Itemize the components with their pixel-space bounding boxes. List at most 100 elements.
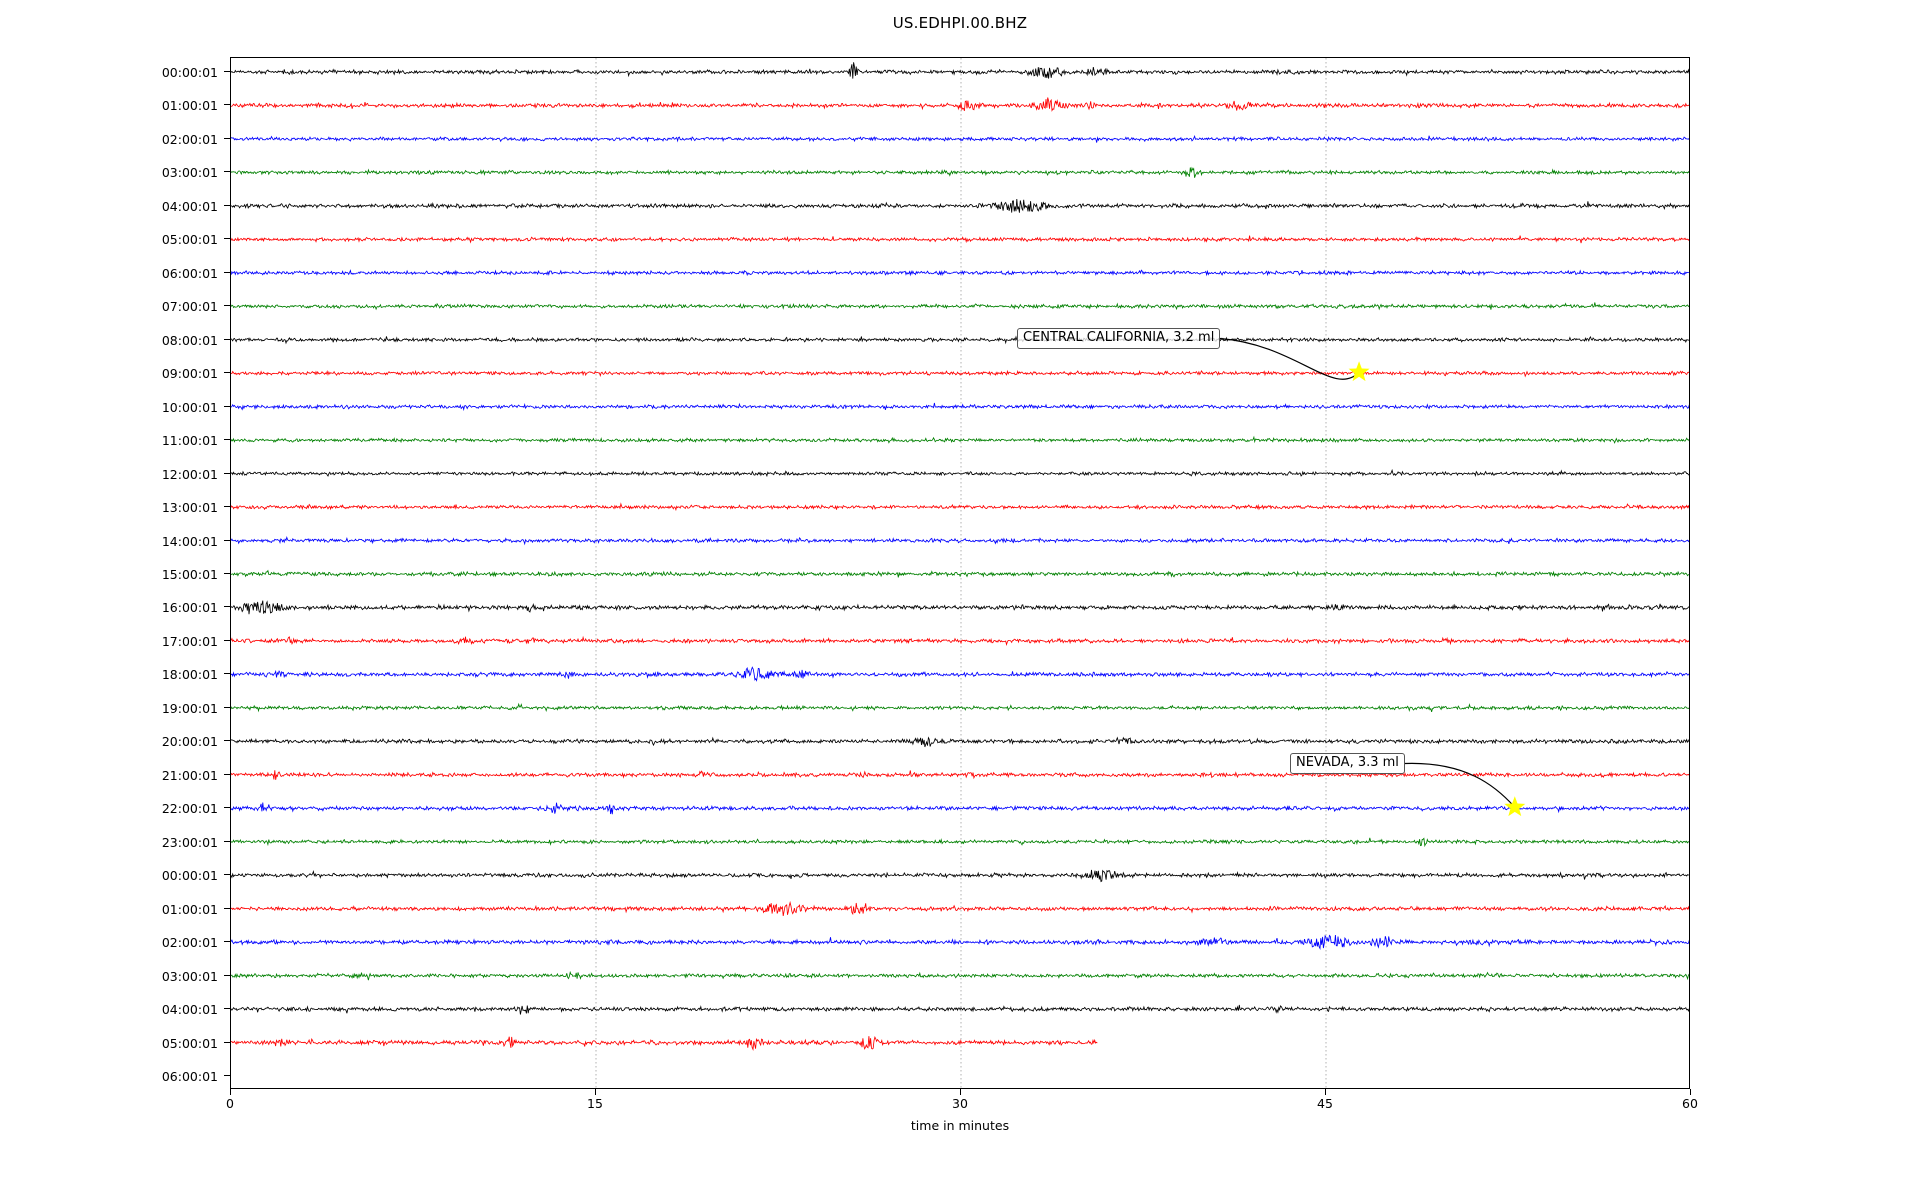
trace-row [231, 335, 1689, 345]
y-axis-tick-mark [224, 405, 230, 407]
y-axis-tick-mark [224, 137, 230, 139]
y-axis-tick-mark [224, 874, 230, 876]
trace-row [231, 837, 1689, 848]
y-axis-tick-label: 06:00:01 [161, 1069, 218, 1084]
y-axis-tick-mark [224, 104, 230, 106]
y-axis-tick-mark [224, 238, 230, 240]
y-axis-tick-label: 02:00:01 [161, 131, 218, 147]
trace-row [231, 502, 1689, 512]
x-axis-tick-label: 15 [587, 1096, 603, 1111]
y-axis-tick-label: 15:00:01 [161, 567, 218, 582]
y-axis-tick-mark [224, 706, 230, 708]
y-axis-tick-label: 02:00:01 [161, 935, 218, 951]
y-axis-tick-label: 05:00:01 [161, 232, 218, 248]
y-axis-tick-label: 19:00:01 [161, 700, 218, 716]
trace-row [231, 934, 1689, 951]
trace-row [231, 569, 1689, 578]
y-axis-tick-label: 03:00:01 [161, 165, 218, 181]
y-axis-tick-label: 16:00:01 [161, 600, 218, 616]
x-axis-title: time in minutes [910, 1118, 1010, 1133]
trace-row [231, 1004, 1689, 1015]
x-axis-tick-label: 60 [1682, 1096, 1698, 1111]
trace-row [231, 402, 1689, 412]
trace-row [231, 435, 1689, 444]
y-axis-tick-label: 13:00:01 [161, 500, 218, 516]
trace-row [231, 970, 1689, 981]
trace-row [231, 635, 1689, 647]
trace-row [231, 369, 1689, 378]
y-axis-tick-label: 03:00:01 [161, 968, 218, 984]
y-axis-tick-mark [224, 573, 230, 574]
x-axis-tick-label: 45 [1317, 1096, 1333, 1111]
y-axis-tick-mark [224, 673, 230, 675]
y-axis-tick-label: 00:00:01 [161, 868, 218, 884]
trace-row [231, 302, 1689, 311]
plot-area[interactable] [230, 57, 1690, 1089]
x-axis-tick-mark [960, 1089, 961, 1095]
y-axis-tick-label: 00:00:01 [161, 65, 218, 80]
trace-row [231, 198, 1689, 213]
y-axis-tick-label: 14:00:01 [161, 533, 218, 549]
trace-row [231, 736, 1689, 748]
y-axis-tick-mark [224, 773, 230, 775]
y-axis-tick-mark [224, 372, 230, 374]
y-axis-tick-label: 08:00:01 [161, 332, 218, 348]
trace-row [231, 468, 1689, 478]
x-axis-tick-mark [230, 1089, 231, 1095]
event-annotation-label[interactable]: CENTRAL CALIFORNIA, 3.2 ml [1017, 328, 1221, 349]
x-axis-tick-label: 30 [952, 1096, 968, 1111]
trace-row [231, 235, 1689, 244]
x-axis-tick-mark [595, 1089, 596, 1095]
y-axis-tick-mark [224, 907, 230, 909]
y-axis-tick-mark [224, 807, 230, 809]
y-axis-tick-label: 01:00:01 [161, 98, 218, 114]
trace-row [231, 269, 1689, 277]
trace-row [231, 166, 1689, 178]
trace-row [231, 802, 1689, 815]
y-axis-tick-mark [224, 506, 230, 508]
y-axis-tick-mark [224, 71, 230, 72]
seismogram-traces [231, 58, 1689, 1088]
y-axis-tick-label: 01:00:01 [161, 901, 218, 917]
trace-row [231, 900, 1689, 916]
y-axis-tick-label: 05:00:01 [161, 1035, 218, 1051]
event-annotation-label[interactable]: NEVADA, 3.3 ml [1290, 753, 1405, 774]
y-axis-tick-label: 10:00:01 [161, 399, 218, 415]
y-axis-tick-mark [224, 606, 230, 608]
y-axis-tick-label: 09:00:01 [161, 366, 218, 382]
y-axis-tick-label: 11:00:01 [161, 433, 218, 449]
y-axis-tick-mark [224, 639, 230, 641]
y-axis-tick-label: 20:00:01 [161, 734, 218, 750]
y-axis-tick-label: 23:00:01 [161, 834, 218, 850]
trace-row [231, 666, 1689, 682]
y-axis-tick-label: 04:00:01 [161, 198, 218, 214]
y-axis-tick-mark [224, 305, 230, 307]
y-axis-tick-label: 06:00:01 [161, 265, 218, 281]
trace-row [231, 535, 1689, 546]
x-axis-tick-mark [1325, 1089, 1326, 1095]
y-axis-tick-label: 07:00:01 [161, 299, 218, 315]
y-axis-tick-label: 22:00:01 [161, 801, 218, 817]
y-axis-tick-mark [224, 840, 230, 842]
y-axis-tick-mark [224, 740, 230, 742]
y-axis-tick-label: 21:00:01 [161, 767, 218, 783]
y-axis-tick-mark [224, 1008, 230, 1010]
x-axis-tick-label: 0 [226, 1096, 234, 1111]
y-axis-tick-mark [224, 204, 230, 206]
trace-row [231, 1036, 1098, 1052]
y-axis-tick-label: 12:00:01 [161, 466, 218, 482]
y-axis-tick-mark [224, 941, 230, 943]
y-axis-tick-label: 18:00:01 [161, 667, 218, 683]
x-axis-tick-mark [1690, 1089, 1691, 1095]
y-axis-tick-mark [224, 171, 230, 173]
y-axis-tick-mark [224, 338, 230, 340]
trace-row [231, 135, 1689, 143]
y-axis-tick-mark [224, 539, 230, 541]
trace-row [231, 62, 1689, 79]
trace-row [231, 869, 1689, 883]
trace-row [231, 702, 1689, 713]
trace-row [231, 600, 1689, 615]
y-axis-tick-mark [224, 1041, 230, 1043]
y-axis-tick-mark [224, 974, 230, 976]
